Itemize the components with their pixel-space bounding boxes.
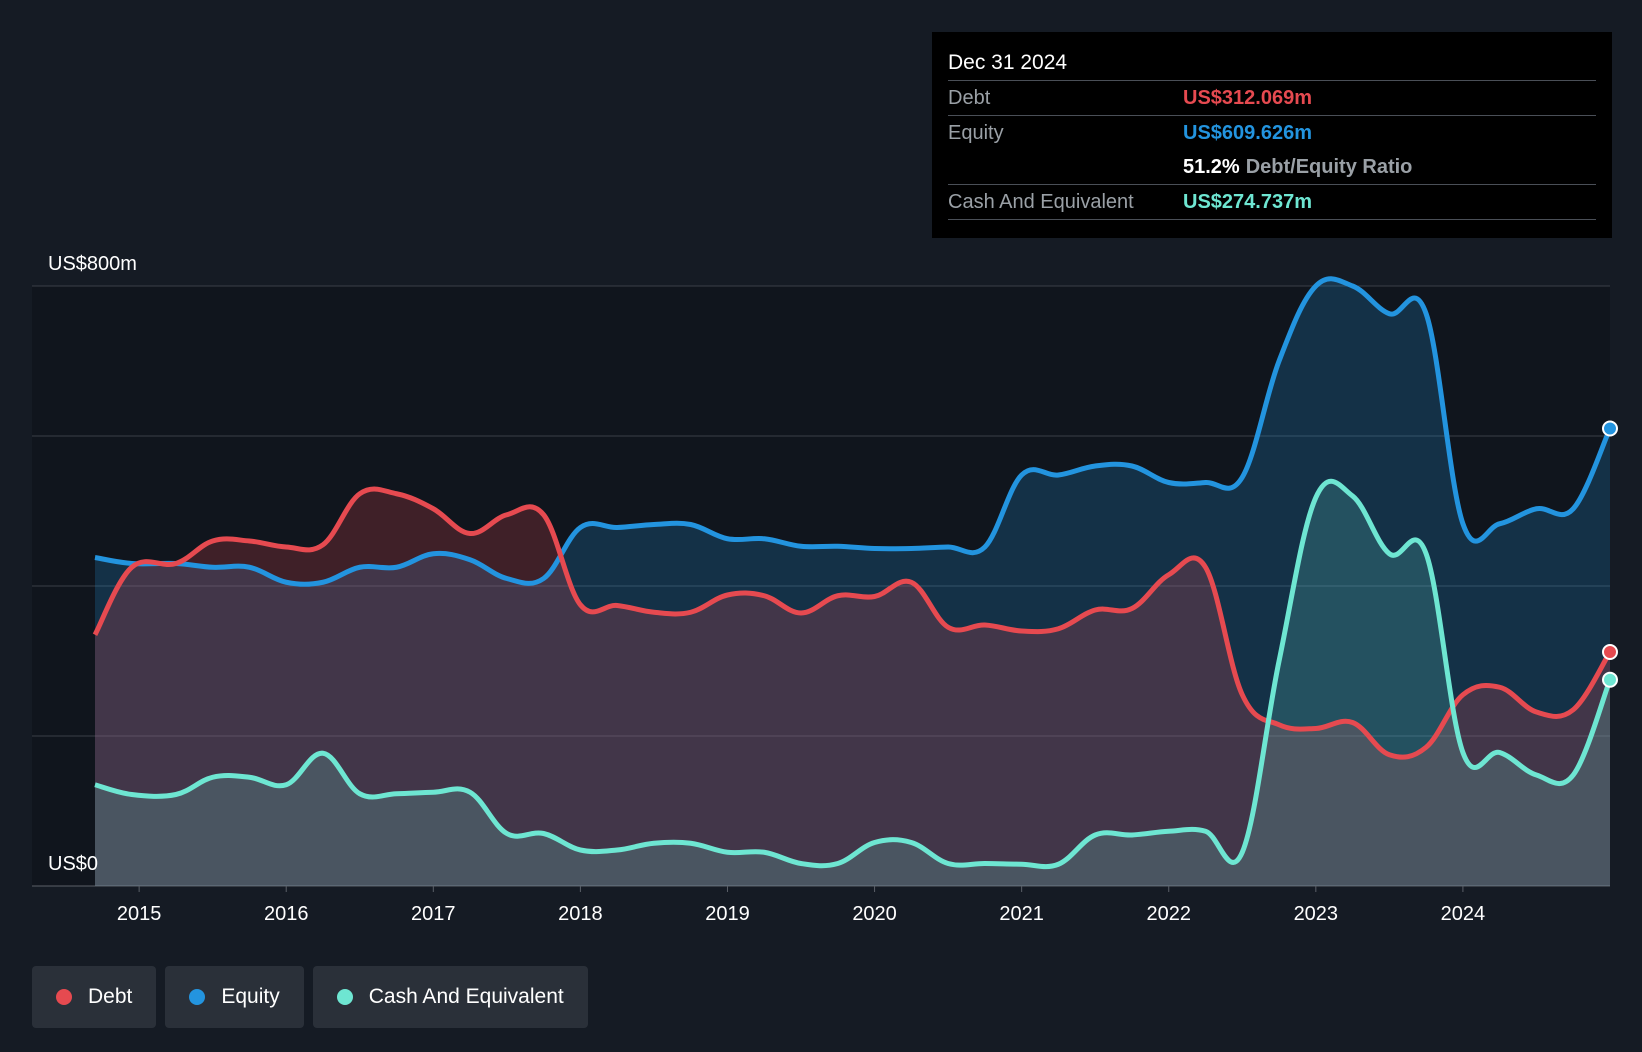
tooltip-debt-label: Debt [948, 87, 991, 109]
debt-equity-chart: 2015 2016 2017 2018 2019 2020 2021 2022 2023 2024… [32, 253, 1618, 925]
tooltip-row-equity: Equity US$609.626m [948, 116, 1596, 150]
end-markers [1602, 420, 1618, 688]
x-tick-2023: 2023 [1294, 903, 1339, 925]
legend-item-cash[interactable]: Cash And Equivalent [312, 966, 588, 1028]
legend-dot-equity [189, 989, 206, 1005]
legend: Debt Equity Cash And Equivalent [32, 966, 588, 1028]
y-axis-top-label: US$800m [48, 253, 137, 275]
legend-dot-cash [336, 989, 353, 1005]
tooltip-row-debt: Debt US$312.069m [948, 81, 1596, 116]
tooltip-date: Dec 31 2024 [948, 46, 1596, 81]
tooltip-cash-label: Cash And Equivalent [948, 191, 1134, 213]
line-debt [92, 486, 1613, 760]
x-tick-2022: 2022 [1146, 903, 1191, 925]
tooltip-ratio-value: 51.2% [1183, 156, 1240, 178]
area-equity [95, 278, 1610, 887]
x-axis-ticks: 2015 2016 2017 2018 2019 2020 2021 2022 2023 2024 [117, 886, 1485, 925]
x-tick-2018: 2018 [558, 903, 603, 925]
x-tick-2019: 2019 [705, 903, 750, 925]
area-cash-and-equivalent [95, 481, 1610, 886]
legend-item-equity[interactable]: Equity [165, 966, 304, 1028]
y-axis-bottom-label: US$0 [48, 853, 98, 875]
legend-label-equity: Equity [221, 985, 280, 1008]
x-tick-2024: 2024 [1441, 903, 1486, 925]
series-areas [95, 278, 1610, 887]
area-debt [95, 489, 1610, 886]
x-tick-2021: 2021 [999, 903, 1044, 925]
tooltip-row-cash: Cash And Equivalent US$274.737m [948, 185, 1596, 220]
legend-dot-debt [56, 989, 72, 1005]
tooltip-row-ratio: 51.2% Debt/Equity Ratio [948, 150, 1596, 185]
legend-label-debt: Debt [88, 985, 133, 1008]
x-tick-2020: 2020 [852, 903, 897, 925]
line-equity [94, 276, 1613, 587]
legend-item-debt[interactable]: Debt [32, 966, 157, 1028]
end-marker-cash-and-equivalent [1602, 671, 1618, 688]
tooltip-ratio-label: Debt/Equity Ratio [1245, 156, 1413, 178]
tooltip-debt-value: US$312.069m [1183, 87, 1312, 109]
x-tick-2017: 2017 [411, 903, 456, 925]
tooltip-panel: Dec 31 2024 Debt US$312.069m Equity US$6… [932, 32, 1612, 238]
tooltip-equity-label: Equity [948, 122, 1004, 144]
tooltip-cash-value: US$274.737m [1183, 191, 1312, 213]
x-tick-2016: 2016 [264, 903, 309, 925]
end-marker-debt [1602, 644, 1618, 660]
end-marker-equity [1602, 420, 1618, 437]
series-lines [92, 276, 1613, 870]
x-tick-2015: 2015 [117, 903, 162, 925]
legend-label-cash: Cash And Equivalent [368, 985, 564, 1008]
line-cash-and-equivalent [94, 478, 1613, 870]
tooltip-equity-value: US$609.626m [1183, 122, 1312, 144]
